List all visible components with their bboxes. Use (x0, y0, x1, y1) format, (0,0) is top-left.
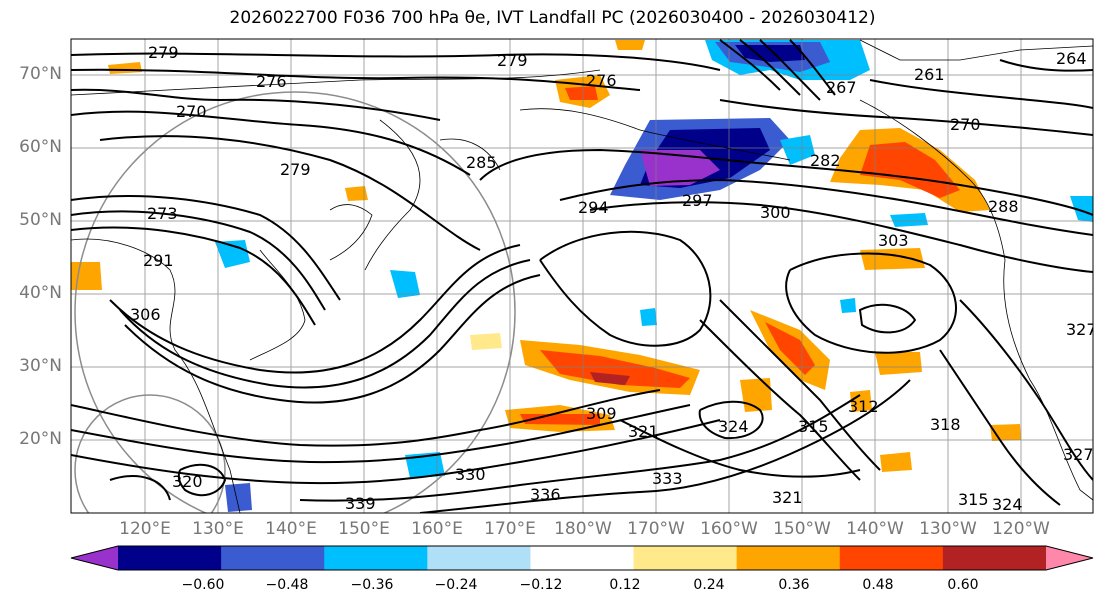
contour-label: 327 (1063, 445, 1094, 464)
contour-label: 321 (772, 488, 803, 507)
map-title: 2026022700 F036 700 hPa θe, IVT Landfall… (229, 8, 876, 28)
lat-label: 40°N (19, 283, 62, 303)
contour-label: 312 (848, 397, 879, 416)
lat-label: 50°N (19, 210, 62, 230)
lon-label: 180°W (554, 519, 612, 539)
lat-label: 30°N (19, 356, 62, 376)
colorbar-tick-label: −0.48 (265, 577, 309, 593)
lon-label: 170°E (484, 519, 536, 539)
contour-label: 288 (988, 197, 1019, 216)
colorbar-segment (221, 546, 325, 570)
contour-label: 324 (718, 417, 749, 436)
colorbar-outline (70, 545, 1094, 571)
colorbar-tick-label: −0.36 (350, 577, 394, 593)
range-rings (74, 91, 516, 513)
colorbar-segment (427, 546, 531, 570)
lat-label: 60°N (19, 137, 62, 157)
lon-label: 130°W (919, 519, 977, 539)
contour-label: 330 (455, 465, 486, 484)
contour-label: 270 (176, 102, 207, 121)
contour-label: 291 (143, 251, 174, 270)
map-frame (70, 38, 1094, 514)
colorbar-segment (736, 546, 841, 570)
colorbar-segment (942, 546, 1047, 570)
contour-label: 273 (147, 204, 178, 223)
lon-label: 130°E (192, 519, 244, 539)
contour-label: 303 (878, 231, 909, 250)
contour-label: 333 (652, 469, 683, 488)
lon-label: 150°E (338, 519, 390, 539)
contour-label: 315 (798, 417, 829, 436)
contour-label: 306 (130, 305, 161, 324)
contour-label: 279 (148, 43, 179, 62)
lon-label: 160°E (411, 519, 463, 539)
colorbar-tick-label: 0.36 (778, 577, 810, 593)
contour-label: 336 (530, 485, 561, 504)
contour-label: 261 (914, 65, 945, 84)
contour-labels: 279 276 270 279 276 267 261 264 270 285 … (130, 43, 1097, 514)
contour-label: 270 (950, 115, 981, 134)
graticule (71, 39, 1093, 513)
lat-label: 70°N (19, 64, 62, 84)
lon-label: 150°W (773, 519, 831, 539)
contour-label: 309 (586, 404, 617, 423)
contour-label: 315 (958, 490, 989, 509)
map-background (71, 39, 1093, 513)
lat-label: 20°N (19, 429, 62, 449)
colorbar-tick-label: −0.60 (181, 577, 225, 593)
colorbar-segment (633, 546, 738, 570)
contour-label: 285 (466, 153, 497, 172)
contour-label: 267 (826, 78, 857, 97)
colorbar-segment (1046, 546, 1093, 570)
contour-label: 320 (172, 472, 203, 491)
contour-label: 294 (578, 198, 609, 217)
colorbar-segment (71, 546, 118, 570)
colorbar (70, 545, 1094, 571)
contour-label: 276 (256, 72, 287, 91)
contour-label: 279 (497, 51, 528, 70)
colorbar-tick-label: −0.24 (434, 577, 478, 593)
contour-label: 321 (628, 422, 659, 441)
lon-label: 170°W (627, 519, 685, 539)
contour-label: 297 (682, 191, 713, 210)
colorbar-tick-label: 0.12 (609, 577, 641, 593)
lon-label: 140°E (265, 519, 317, 539)
colorbar-tick-label: 0.60 (947, 577, 979, 593)
contour-label: 264 (1056, 49, 1087, 68)
contour-label: 282 (810, 151, 841, 170)
lon-label: 120°E (119, 519, 171, 539)
contour-label: 318 (930, 415, 961, 434)
contour-label: 324 (992, 495, 1023, 514)
colorbar-tick-label: 0.24 (693, 577, 725, 593)
colorbar-segment (118, 546, 222, 570)
colorbar-segment (530, 546, 635, 570)
colorbar-segment (324, 546, 428, 570)
lon-label: 140°W (846, 519, 904, 539)
colorbar-tick-label: 0.48 (862, 577, 894, 593)
colorbar-tick-label: −0.12 (519, 577, 563, 593)
coastlines (71, 39, 1093, 513)
contour-label: 339 (345, 494, 376, 513)
colorbar-segment (839, 546, 944, 570)
contour-label: 327 (1066, 320, 1097, 339)
contour-label: 279 (280, 160, 311, 179)
contour-label: 276 (586, 71, 617, 90)
lon-label: 120°W (992, 519, 1050, 539)
theta-e-contours (71, 39, 1093, 513)
lon-label: 160°W (700, 519, 758, 539)
contour-label: 300 (760, 203, 791, 222)
